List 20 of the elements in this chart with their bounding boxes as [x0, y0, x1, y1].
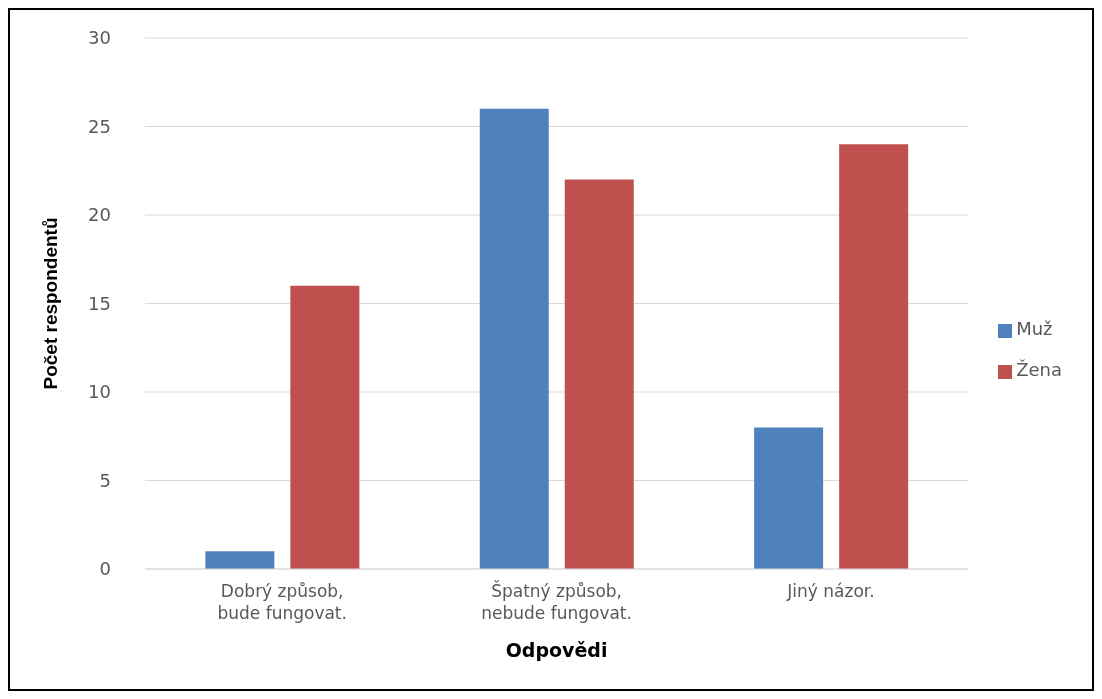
bar	[754, 427, 824, 569]
y-tick-label: 20	[88, 204, 111, 226]
y-tick-label: 30	[88, 27, 111, 49]
x-axis-title: Odpovědi	[505, 639, 608, 661]
bar	[205, 551, 275, 569]
bar	[290, 285, 360, 569]
y-tick-label: 0	[99, 558, 111, 580]
y-tick-label: 5	[99, 469, 111, 491]
bar	[839, 144, 909, 569]
bar	[564, 179, 634, 569]
y-axis-title: Počet respondentů	[39, 217, 61, 390]
y-tick-label: 25	[88, 115, 111, 137]
legend-label: Žena	[1016, 358, 1062, 380]
x-tick-label: Jiný názor.	[786, 581, 875, 601]
y-tick-label: 10	[88, 381, 111, 403]
y-tick-label: 15	[88, 292, 111, 314]
x-tick-label: Dobrý způsob, bude fungovat.	[217, 581, 347, 623]
legend-label: Muž	[1016, 317, 1053, 339]
x-tick-label: Špatný způsob, nebude fungovat.	[481, 580, 632, 623]
bar	[479, 108, 549, 569]
